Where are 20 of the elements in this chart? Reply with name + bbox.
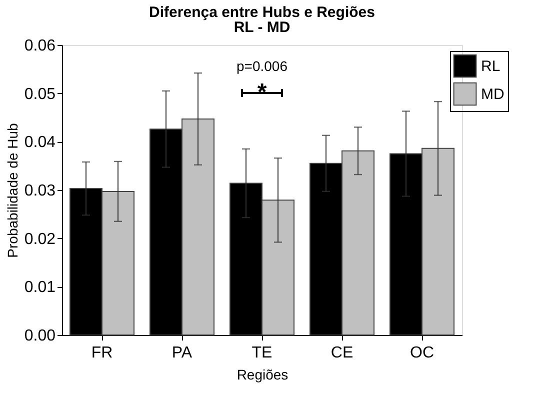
y-tick-label: 0.02 bbox=[24, 230, 56, 248]
chart-subtitle: RL - MD bbox=[234, 19, 290, 36]
y-tick-label: 0.06 bbox=[24, 38, 56, 54]
legend-label: RL bbox=[481, 58, 500, 75]
x-tick-label: FR bbox=[91, 344, 113, 362]
annotation: p=0.006 bbox=[236, 58, 288, 74]
x-tick-label: OC bbox=[410, 344, 434, 362]
y-tick-label: 0.05 bbox=[24, 86, 56, 103]
x-axis-title: Regiões bbox=[236, 366, 288, 382]
chart-title: Diferença entre Hubs e Regiões bbox=[149, 4, 375, 21]
y-tick-label: 0.04 bbox=[24, 134, 56, 152]
y-axis-title: Probabilidade de Hub bbox=[4, 122, 20, 258]
legend-label: MD bbox=[481, 86, 504, 103]
y-tick-label: 0.01 bbox=[24, 279, 56, 296]
y-tick-label: 0.00 bbox=[24, 328, 56, 344]
x-tick-label: TE bbox=[252, 344, 272, 362]
x-tick-label: PA bbox=[172, 344, 192, 362]
annotation: * bbox=[257, 79, 268, 106]
y-tick-label: 0.03 bbox=[24, 182, 56, 200]
x-tick-label: CE bbox=[330, 344, 354, 362]
